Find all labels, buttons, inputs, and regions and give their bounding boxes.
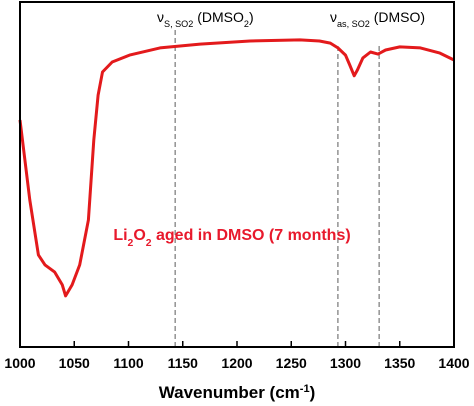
chart-label-part: O [133,227,145,244]
x-tick-label: 1000 [4,355,35,371]
x-axis-label-part: Wavenumber (cm [159,383,300,402]
chart-label-part: aged in DMSO (7 months) [152,227,351,244]
annotation: νS, SO2 (DMSO2) [157,9,254,29]
annotation-part: S, SO2 [164,19,193,29]
chart-label-part: 2 [128,238,134,249]
x-tick-label: 1350 [384,355,415,371]
annotation-part: ν [157,9,164,25]
x-tick-label: 1250 [276,355,307,371]
x-tick-label: 1150 [168,355,199,371]
x-tick-label: 1400 [438,355,469,371]
x-axis-label: Wavenumber (cm-1) [159,383,316,402]
chart-label-part: Li [113,227,127,244]
x-tick-label: 1300 [330,355,361,371]
annotation-part: 2 [244,19,249,29]
x-tick-label: 1200 [221,355,252,371]
annotation-part: as, SO2 [337,19,370,29]
x-tick-label: 1100 [113,355,144,371]
chart-label: Li2O2 aged in DMSO (7 months) [113,227,350,249]
spectrum-line [18,38,455,298]
x-tick-label: 1050 [59,355,90,371]
annotation-part: ν [330,9,337,25]
annotation-part: (DMSO [193,9,244,25]
x-axis-label-part: -1 [300,383,310,395]
chart-label-part: 2 [146,238,152,249]
annotation-part: (DMSO) [370,9,425,25]
plot-frame [19,1,455,348]
annotation: νas, SO2 (DMSO) [330,9,425,29]
x-axis-label-part: ) [310,383,316,402]
annotation-part: ) [249,9,254,25]
